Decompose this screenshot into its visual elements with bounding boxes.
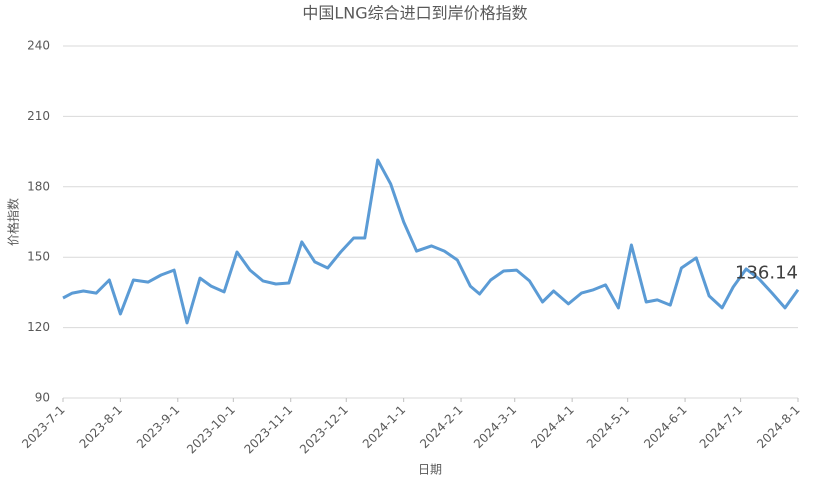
x-axis-label: 日期 [418, 463, 442, 477]
x-tick-label: 2024-6-1 [641, 403, 689, 451]
y-tick-label: 210 [27, 109, 50, 123]
y-tick-label: 150 [27, 250, 50, 264]
x-tick-label: 2024-7-1 [697, 403, 745, 451]
line-series [62, 158, 800, 325]
y-tick-label: 180 [27, 179, 50, 193]
x-tick-label: 2024-5-1 [584, 403, 632, 451]
x-tick-label: 2023-8-1 [77, 403, 125, 451]
x-tick-label: 2023-11-1 [241, 403, 295, 457]
chart-title: 中国LNG综合进口到岸价格指数 [302, 4, 527, 23]
y-tick-label: 240 [27, 39, 50, 53]
y-axis-label: 价格指数 [6, 198, 21, 246]
y-tick-label: 90 [35, 391, 50, 405]
x-tick-label: 2024-2-1 [417, 403, 465, 451]
x-tick-label: 2024-8-1 [754, 403, 802, 451]
x-tick-label: 2024-3-1 [471, 403, 519, 451]
y-tick-label: 120 [27, 320, 50, 334]
x-tick-label: 2023-7-1 [19, 403, 67, 451]
x-tick-label: 2023-10-1 [184, 403, 238, 457]
x-tick-label: 2024-1-1 [360, 403, 408, 451]
x-tick-label: 2024-4-1 [528, 403, 576, 451]
x-tick-label: 2023-9-1 [134, 403, 182, 451]
data-label: 136.14 [735, 263, 798, 284]
x-tick-label: 2023-12-1 [297, 403, 351, 457]
